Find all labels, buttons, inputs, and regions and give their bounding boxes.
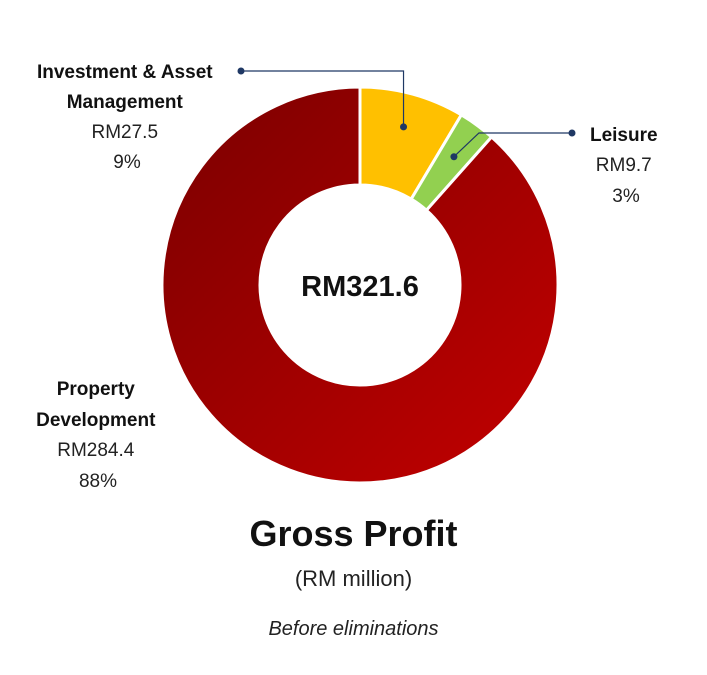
slice-label-investment-asset-management: Investment & Asset Management RM27.5 9%: [37, 62, 217, 173]
slice-percent-label: 3%: [612, 186, 640, 207]
chart-subtitle: (RM million): [294, 566, 413, 591]
leader-line-leisure: [453, 132, 572, 158]
leader-dot-leisure-end: [568, 129, 576, 137]
chart-note: Before eliminations: [268, 618, 439, 640]
slice-label-property-development: Property Development RM284.4 88%: [36, 379, 160, 492]
slice-percent-label: 9%: [113, 152, 141, 173]
leader-line-investment: [241, 70, 405, 127]
leader-dot-investment: [400, 123, 408, 131]
slice-name-line: Development: [36, 410, 156, 431]
slice-value-label: RM9.7: [596, 155, 652, 176]
slice-name-line: Management: [67, 92, 184, 113]
slice-value-label: RM27.5: [92, 122, 159, 143]
slice-value-label: RM284.4: [57, 440, 135, 461]
slice-percent-label: 88%: [79, 471, 117, 492]
chart-title: Gross Profit: [249, 513, 458, 554]
leader-dot-leisure: [450, 153, 458, 161]
slice-name-line: Investment & Asset: [37, 62, 213, 83]
slice-name-line: Property: [57, 379, 136, 400]
center-total-label: RM321.6: [301, 271, 419, 303]
donut-slice-property-development: [160, 85, 560, 485]
slice-name-line: Leisure: [590, 125, 658, 146]
slice-label-leisure: Leisure RM9.7 3%: [590, 125, 662, 207]
leader-dot-investment-end: [237, 67, 245, 75]
donut-chart: RM321.6 Investment & Asset Management RM…: [36, 62, 662, 492]
